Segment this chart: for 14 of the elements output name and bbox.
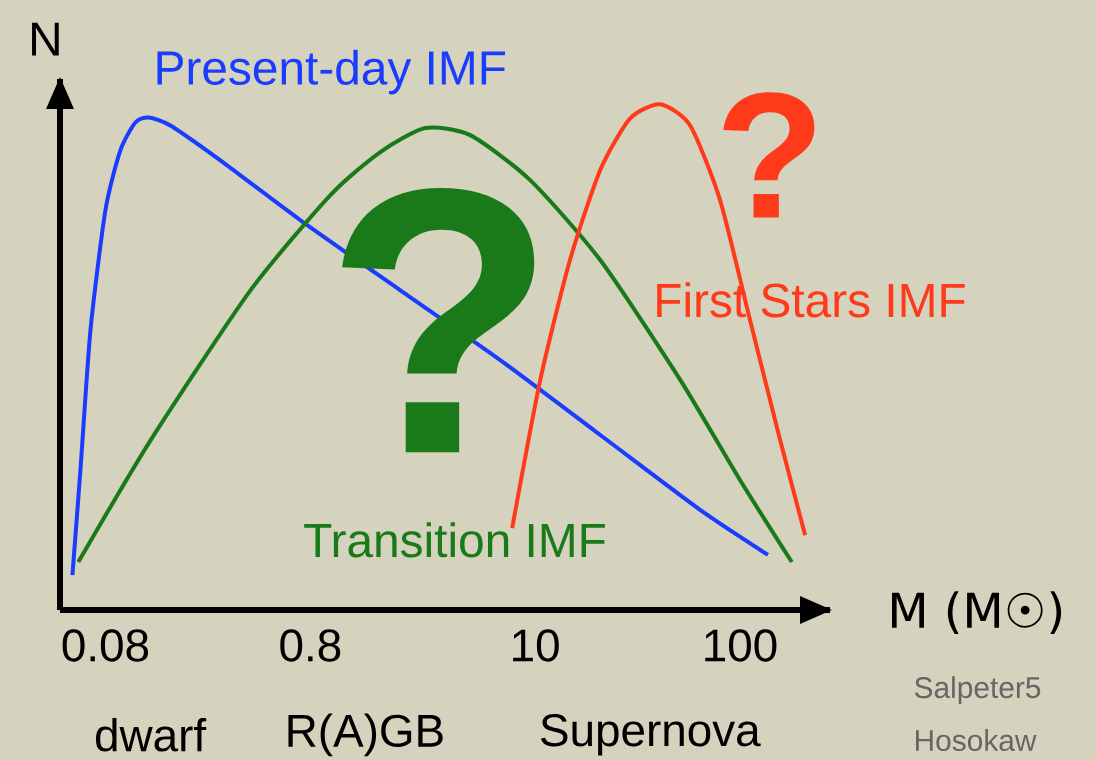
series-label: Present-day IMF [157, 49, 505, 95]
text: Transition IMF [304, 522, 605, 558]
text: R(A)GB [288, 713, 443, 757]
y-axis-title: N [32, 22, 59, 56]
x-tick-label: 10 [513, 629, 559, 662]
text: Hosokaw [916, 729, 1037, 752]
text: Supernova [541, 714, 761, 756]
x-axis-title: M (M☉) [892, 591, 1062, 634]
text: dwarf [96, 717, 207, 752]
x-tick-label: 0.8 [280, 629, 341, 662]
text: Salpeter5 [914, 676, 1041, 705]
x-tick-label: 0.08 [62, 629, 149, 662]
x-tick-label: 100 [705, 629, 777, 662]
annotation: ? [723, 92, 815, 218]
